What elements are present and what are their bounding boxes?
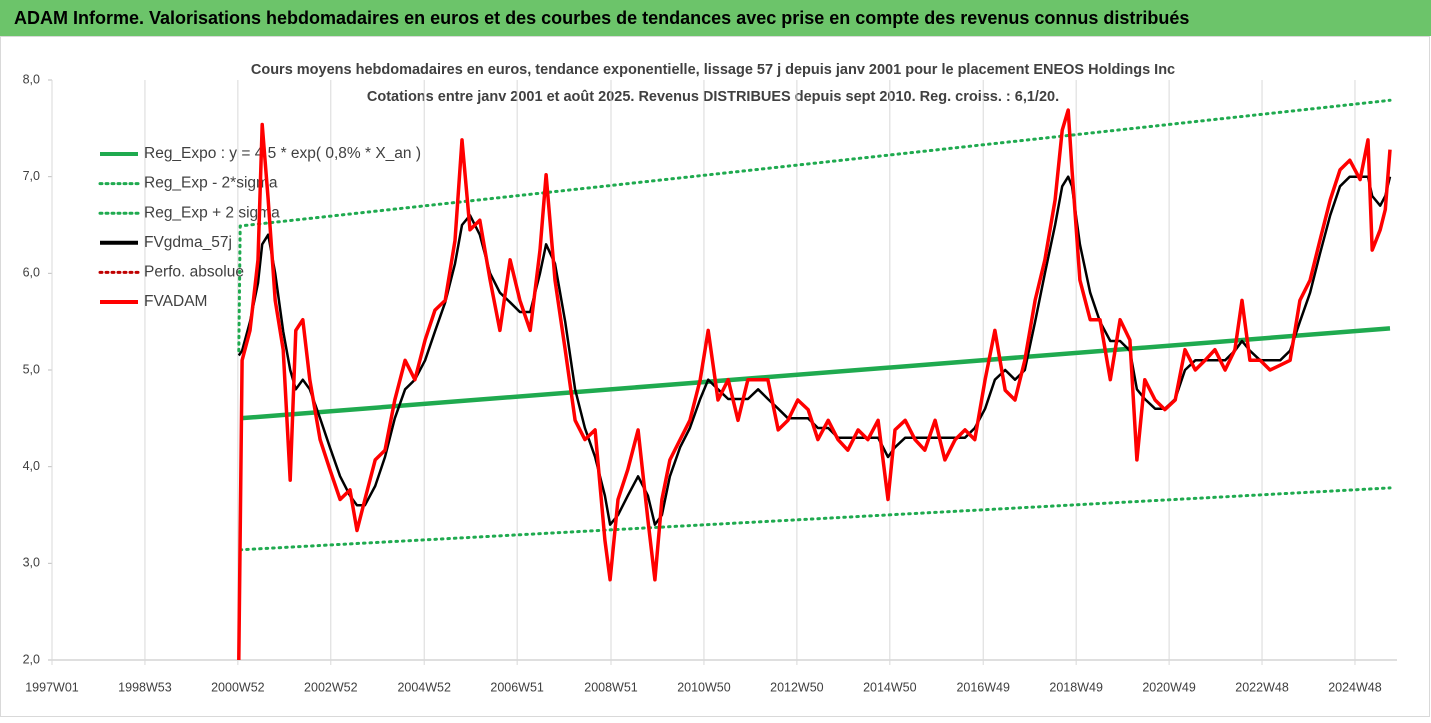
y-tick-label: 7,0	[23, 169, 40, 183]
legend-label: FVgdma_57j	[144, 234, 232, 251]
page-title: ADAM Informe. Valorisations hebdomadaire…	[14, 8, 1189, 28]
y-tick-label: 8,0	[23, 72, 40, 86]
legend: Reg_Expo : y = 4,5 * exp( 0,8% * X_an ) R…	[98, 145, 421, 310]
x-tick-label: 2012W50	[770, 680, 824, 694]
y-tick-label: 3,0	[23, 556, 40, 570]
chart-frame	[0, 36, 1430, 717]
x-tick-label: 2022W48	[1235, 680, 1289, 694]
x-tick-label: 1998W53	[118, 680, 172, 694]
x-tick-label: 2018W49	[1049, 680, 1103, 694]
legend-label: Reg_Exp + 2 sigma	[144, 204, 280, 221]
legend-label: Reg_Exp - 2*sigma	[144, 175, 278, 192]
y-tick-label: 4,0	[23, 459, 40, 473]
x-tick-label: 2016W49	[956, 680, 1010, 694]
x-tick-label: 1997W01	[25, 680, 79, 694]
x-tick-label: 2002W52	[304, 680, 358, 694]
x-tick-label: 2004W52	[397, 680, 451, 694]
grid: 2,0 3,0 4,0 5,0 6,0 7,0 8,0 1997W01 1998W53 2000W…	[23, 72, 1397, 694]
legend-label: Reg_Expo : y = 4,5 * exp( 0,8% * X_an )	[144, 145, 421, 162]
x-tick-label: 2020W49	[1142, 680, 1196, 694]
header-band	[0, 0, 1431, 36]
y-tick-label: 5,0	[23, 362, 40, 376]
x-tick-label: 2024W48	[1328, 680, 1382, 694]
x-tick-label: 2008W51	[584, 680, 638, 694]
x-tick-label: 2010W50	[677, 680, 731, 694]
y-tick-label: 2,0	[23, 652, 40, 666]
y-tick-label: 6,0	[23, 266, 40, 280]
chart-subtitle: Cotations entre janv 2001 et août 2025. …	[367, 89, 1059, 105]
series-line	[240, 326, 1391, 421]
legend-label: Perfo. absolue	[144, 263, 244, 280]
series-line	[237, 98, 1392, 353]
x-tick-label: 2000W52	[211, 680, 265, 694]
chart-title: Cours moyens hebdomadaires en euros, ten…	[251, 62, 1175, 78]
series-line	[237, 108, 1392, 661]
x-tick-label: 2006W51	[490, 680, 544, 694]
plot-lines	[237, 98, 1392, 661]
x-tick-label: 2014W50	[863, 680, 917, 694]
legend-label: FVADAM	[144, 293, 207, 310]
